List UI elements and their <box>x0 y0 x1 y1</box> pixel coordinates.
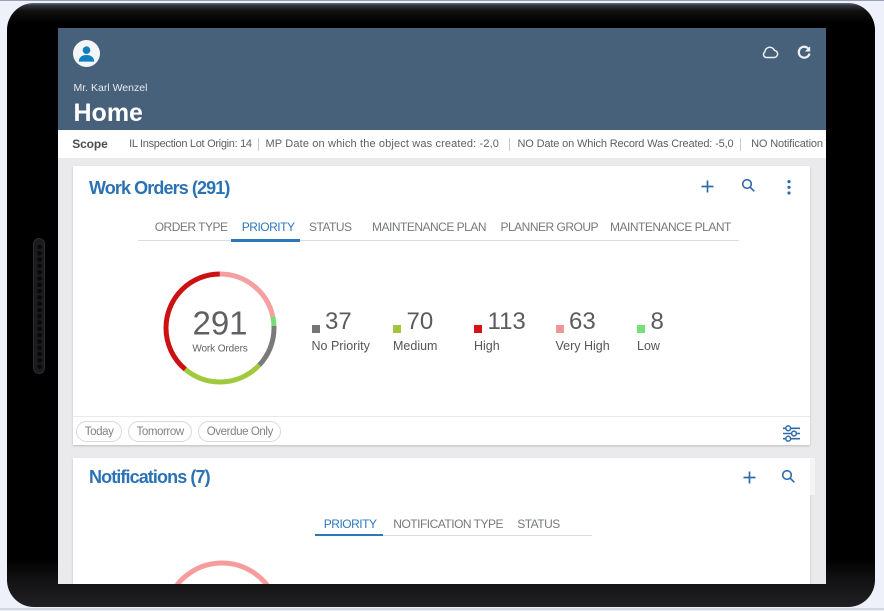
svg-text:291: 291 <box>192 305 247 342</box>
svg-text:Work Orders: Work Orders <box>192 344 247 355</box>
